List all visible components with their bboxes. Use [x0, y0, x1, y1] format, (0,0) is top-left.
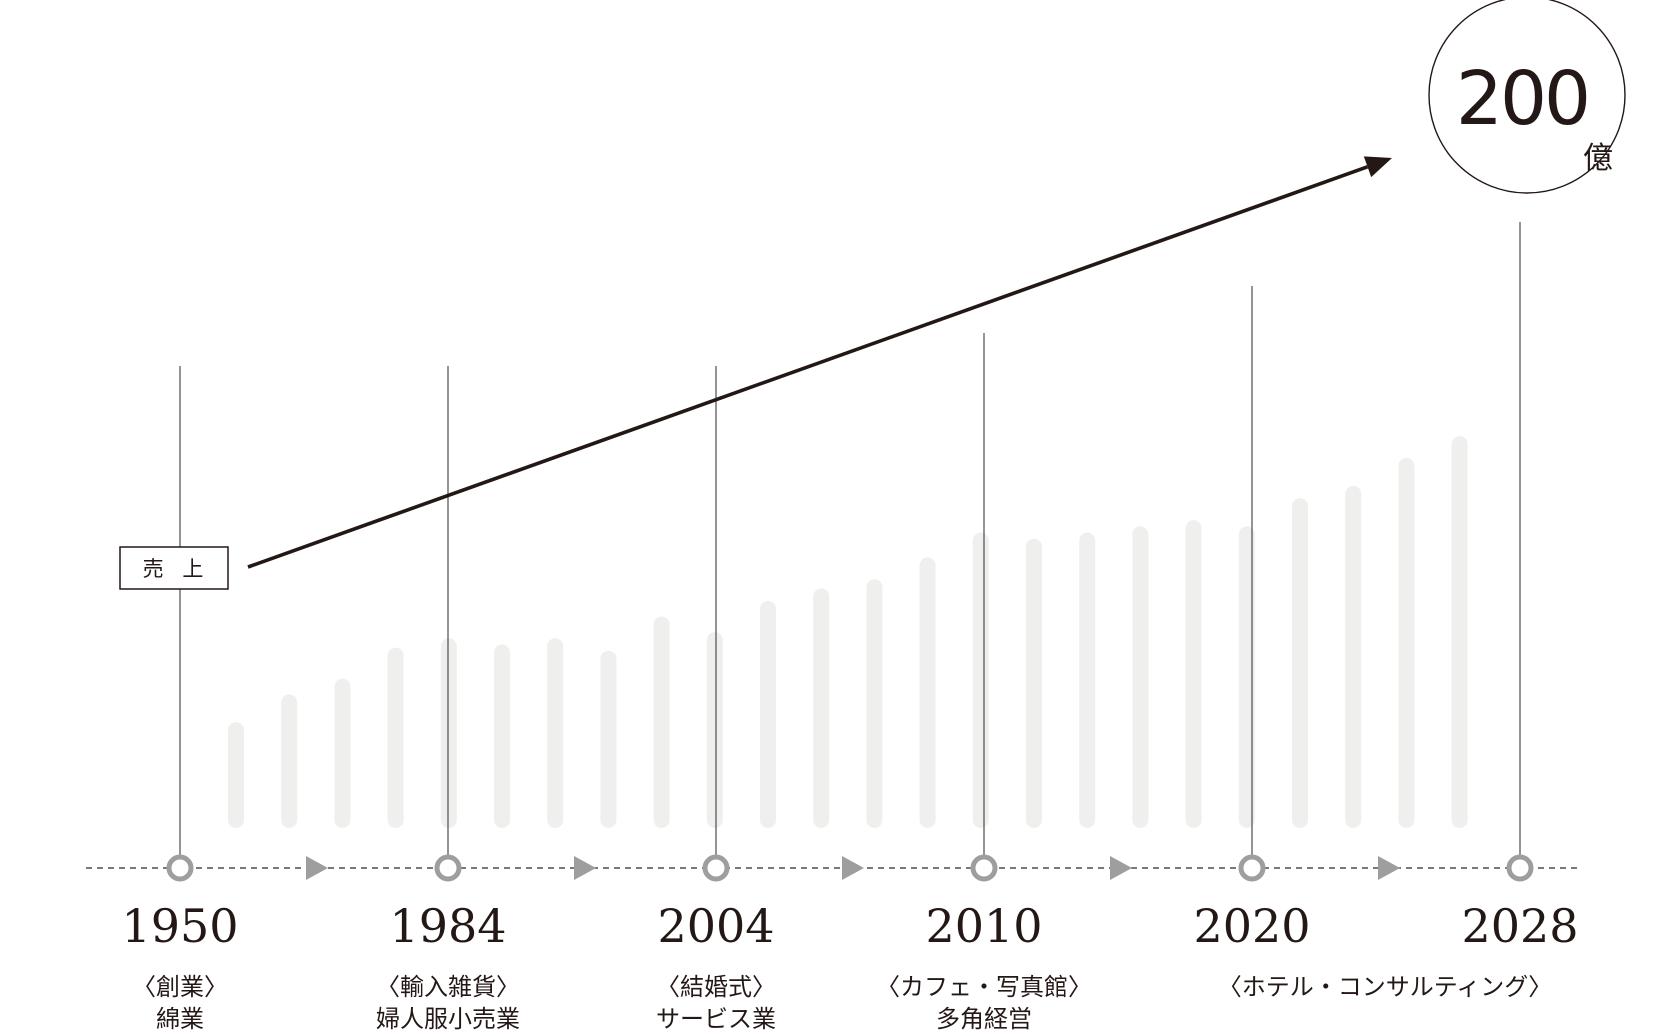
trend-arrowhead-icon	[1363, 156, 1392, 178]
milestone-marker	[970, 854, 998, 882]
sales-bar	[1026, 538, 1042, 828]
sales-bar	[706, 632, 723, 828]
sales-bar	[228, 722, 244, 828]
sales-bar	[1292, 498, 1308, 828]
sales-bar	[1132, 526, 1149, 828]
milestone-year: 2010	[925, 899, 1042, 953]
timeline-arrow-icon	[842, 856, 864, 880]
milestone-year: 2028	[1461, 899, 1578, 953]
milestone-year: 2020	[1193, 899, 1310, 953]
peak-unit: 億	[1583, 141, 1613, 176]
milestone-marker	[434, 854, 462, 882]
milestone-era: 〈創業〉	[132, 973, 228, 1001]
milestone-description: 綿業	[156, 1005, 204, 1030]
sales-bar	[972, 532, 989, 828]
sales-bar	[813, 588, 830, 828]
sales-bar	[440, 638, 457, 828]
timeline-arrow-icon	[574, 856, 596, 880]
milestone-year: 1984	[389, 899, 506, 953]
milestone-year: 1950	[121, 899, 238, 953]
sales-bar	[1238, 526, 1255, 828]
milestone-era: 〈結婚式〉	[656, 973, 776, 1001]
milestone-description: 婦人服小売業	[376, 1005, 520, 1030]
sales-bar	[600, 650, 617, 828]
milestone-description: サービス業	[656, 1005, 776, 1030]
sales-bar	[919, 557, 936, 828]
milestone-era: 〈輸入雑貨〉	[376, 973, 520, 1001]
peak-value: 200	[1456, 56, 1588, 142]
sales-bar	[547, 638, 564, 828]
milestone-era: 〈ホテル・コンサルティング〉	[1218, 973, 1553, 1001]
sales-bar	[1079, 532, 1096, 828]
sales-bar	[1398, 457, 1415, 828]
sales-bar	[387, 647, 404, 828]
timeline-arrow-icon	[1110, 856, 1132, 880]
sales-bar	[1451, 436, 1468, 828]
series-label: 売 上	[143, 557, 210, 581]
timeline-arrow-icon	[306, 856, 328, 880]
milestone-marker	[1238, 854, 1266, 882]
milestone-year: 2004	[657, 899, 774, 953]
sales-bar	[1345, 485, 1362, 828]
milestone-marker	[166, 854, 194, 882]
sales-bar	[494, 644, 510, 828]
milestone-description: 多角経営	[936, 1005, 1032, 1030]
timeline-arrow-icon	[1378, 856, 1400, 880]
sales-bar	[281, 694, 298, 828]
milestone-era: 〈カフェ・写真館〉	[876, 973, 1092, 1001]
milestone-marker	[702, 854, 730, 882]
sales-bar	[653, 616, 670, 828]
peak-circle	[1428, 0, 1626, 194]
sales-bar	[1185, 520, 1202, 828]
trend-arrow-line	[247, 165, 1369, 569]
sales-bar	[866, 579, 883, 828]
series-label-box	[119, 546, 229, 590]
sales-bar	[334, 678, 351, 828]
sales-bar	[760, 601, 776, 828]
milestone-marker	[1506, 854, 1534, 882]
